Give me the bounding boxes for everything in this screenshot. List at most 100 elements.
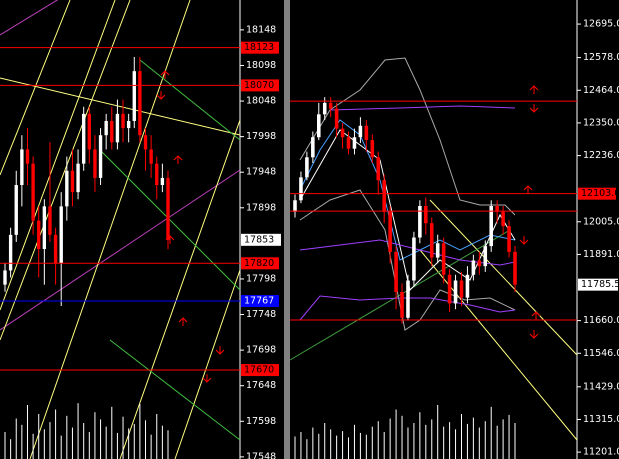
candle-body (8, 234, 13, 271)
candle-body (121, 113, 125, 129)
candle-body (406, 280, 410, 318)
trend-line (109, 339, 241, 441)
candle-body (59, 206, 63, 264)
trend-line (29, 0, 191, 459)
candle-body (65, 170, 69, 207)
candle-body (340, 128, 345, 138)
arrow (531, 311, 541, 320)
last-price-label: 17853 (244, 234, 274, 245)
candle-body (507, 226, 511, 252)
candle-body (441, 243, 446, 275)
candle-body (501, 211, 505, 227)
candle-body (435, 243, 440, 258)
candle-body (364, 125, 369, 141)
candle-body (104, 120, 108, 136)
level-label: 18070 (244, 80, 274, 91)
candle-body (513, 251, 517, 285)
trend-line (99, 149, 241, 291)
candle-body (400, 291, 404, 318)
candle-body (132, 71, 136, 121)
candle-body (305, 157, 309, 178)
arrow (178, 317, 188, 326)
candle-body (376, 157, 381, 181)
level-label: 18123 (244, 42, 274, 53)
candle-body (489, 206, 493, 247)
y-tick-label: 17598 (246, 416, 276, 427)
candle-body (48, 206, 52, 235)
level-label: 17767 (244, 296, 274, 307)
y-tick-label: 12005.0 (583, 216, 619, 227)
candle-body (82, 113, 86, 164)
candle-body (37, 220, 41, 250)
candle-body (70, 170, 75, 193)
level-label: 17670 (244, 365, 274, 376)
level-label-box (241, 41, 279, 54)
candle-body (20, 149, 24, 186)
level-label-box (241, 79, 279, 92)
candle-body (293, 200, 297, 212)
y-tick-label: 12236.0 (583, 150, 619, 161)
candle-body (459, 280, 464, 298)
candle-body (126, 120, 131, 129)
trend-line (0, 169, 241, 331)
trend-line (289, 229, 511, 361)
panel-separator (284, 0, 290, 459)
last-price-box (578, 278, 618, 291)
y-tick-label: 18048 (246, 96, 276, 107)
y-tick-label: 17548 (246, 451, 276, 459)
average-line (299, 239, 516, 266)
candle-body (465, 274, 470, 298)
trend-line (0, 0, 59, 36)
arrow (160, 70, 170, 79)
y-tick-label: 11315.0 (583, 414, 619, 425)
level-label-box (578, 187, 616, 200)
arrow (529, 104, 539, 113)
candle-body (370, 140, 375, 158)
candle-body (115, 113, 120, 143)
y-tick-label: 12578.0 (583, 52, 619, 63)
candle-body (110, 120, 114, 143)
last-price-label: 11785.5 (581, 279, 619, 290)
y-tick-label: 17748 (246, 309, 276, 320)
y-tick-label: 17898 (246, 202, 276, 213)
candle-body (299, 177, 303, 201)
y-tick-label: 12464.0 (583, 85, 619, 96)
arrow (202, 374, 212, 383)
trend-line (0, 0, 116, 311)
candle-body (328, 102, 333, 109)
y-tick-label: 17948 (246, 167, 276, 178)
candle-body (25, 149, 30, 164)
candle-body (322, 102, 327, 115)
trend-lines (0, 0, 578, 459)
level-label: 17820 (244, 258, 274, 269)
candle-body (477, 260, 482, 267)
average-line (299, 295, 516, 321)
level-label-box (241, 257, 279, 270)
arrows (156, 70, 541, 383)
trend-line (419, 249, 578, 441)
y-tick-label: 17698 (246, 345, 276, 356)
candle-body (388, 211, 392, 252)
candle-body (352, 137, 357, 149)
candle-body (166, 177, 170, 240)
average-line (299, 119, 516, 261)
candle-body (412, 237, 416, 281)
arrow (529, 330, 539, 339)
candle-body (311, 137, 315, 158)
candle-body (155, 163, 159, 186)
level-label-box (241, 364, 279, 377)
candle-body (453, 280, 458, 304)
arrow (519, 236, 529, 245)
y-tick-label: 12695.0 (583, 19, 619, 30)
level-label: 12103.0 (581, 188, 619, 199)
trend-line (0, 0, 131, 341)
level-label-box (241, 295, 279, 308)
y-tick-label: 12350.0 (583, 117, 619, 128)
trend-line (429, 199, 578, 356)
arrow (529, 85, 539, 94)
average-line (329, 105, 516, 111)
last-price-box (241, 233, 281, 246)
candle-body (471, 260, 476, 275)
